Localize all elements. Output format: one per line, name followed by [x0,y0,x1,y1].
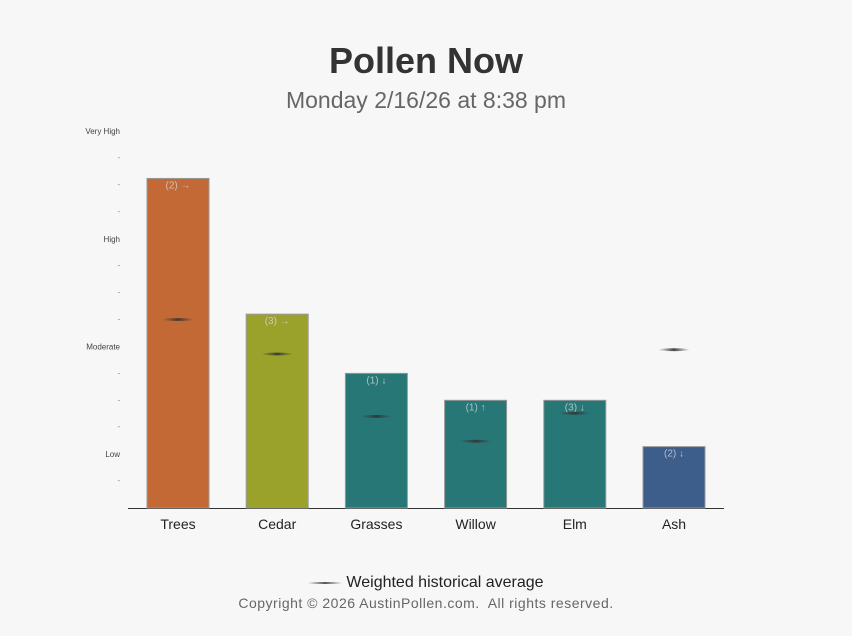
y-minor-tick: - [118,478,121,485]
bar-label-ash: (2) ↓ [664,449,684,460]
copyright: Copyright © 2026 AustinPollen.com. All r… [238,595,614,611]
y-minor-tick: - [118,397,121,404]
y-tick-label: Moderate [86,342,120,351]
historical-average-ash [658,348,690,352]
y-minor-tick: - [118,263,121,270]
y-minor-tick: - [118,209,121,216]
y-minor-tick: - [118,370,121,377]
chart-subtitle: Monday 2/16/26 at 8:38 pm [285,87,567,113]
y-minor-tick: - [118,182,121,189]
bar-ash [642,446,706,509]
historical-average-cedar [261,352,294,356]
y-minor-tick: - [118,290,121,297]
x-tick-label: Cedar [258,516,296,532]
legend: Weighted historical average [0,574,852,592]
historical-average-willow [459,439,492,443]
y-minor-tick: - [118,155,121,162]
bar-label-grasses: (1) ↓ [366,375,386,386]
y-tick-label: Low [105,450,120,459]
bar-trees [146,177,210,509]
x-tick-label: Willow [455,516,496,532]
bar-label-trees: (2) → [166,180,191,191]
bar-willow [444,399,508,509]
x-tick-label: Ash [662,516,686,532]
y-minor-tick: - [118,317,121,324]
bar-label-elm: (3) ↓ [565,402,585,413]
historical-average-trees [162,318,194,321]
bar-grasses [344,372,408,509]
y-tick-label: Very High [85,127,120,136]
bar-elm [543,399,607,509]
x-tick-label: Elm [563,516,587,532]
legend-average-line [308,581,343,584]
y-minor-tick: - [118,424,121,431]
bar-cedar [245,313,309,509]
historical-average-grasses [360,415,393,418]
bar-label-willow: (1) ↑ [466,402,486,413]
chart-title: Pollen Now [328,40,523,81]
legend-label: Weighted historical average [346,574,544,591]
x-tick-label: Grasses [350,516,402,532]
historical-average-elm [558,411,591,415]
bar-label-cedar: (3) → [265,316,290,327]
x-tick-label: Trees [160,516,195,532]
y-tick-label: High [104,235,120,244]
